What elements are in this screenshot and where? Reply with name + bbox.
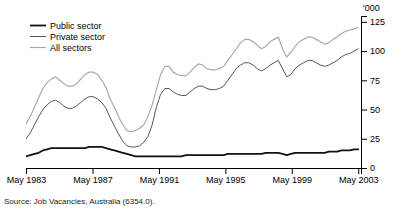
y-tick-mark [361,110,367,111]
series-line [26,147,358,156]
y-axis-label: '000 [363,3,380,13]
series-line [26,49,358,147]
y-tick-mark [361,51,367,52]
x-tick-mark [159,168,160,174]
y-tick-label: 0 [370,163,375,173]
x-tick-label: May 1995 [206,175,246,185]
legend-swatch [30,47,46,48]
x-tick-label: May 1991 [140,175,180,185]
x-tick: May 1995 [206,168,246,185]
chart: May 1983 May 1987 May 1991 May 1995 May 1999… [0,0,397,208]
x-tick-mark [92,168,93,174]
y-tick: 0 [361,163,375,173]
plot: May 1983 May 1987 May 1991 May 1995 May 1999… [7,17,385,186]
y-tick: 75 [361,76,380,86]
legend-swatch [30,25,46,27]
y-axis: 0 25 50 75 100 125 [361,17,385,174]
x-tick-mark [225,168,226,174]
y-tick: 25 [361,134,380,144]
y-tick: 100 [361,46,385,56]
x-tick-label: May 1999 [273,175,313,185]
series-line [26,28,358,132]
x-axis: May 1983 May 1987 May 1991 May 1995 May 1999… [7,168,379,185]
legend-item: Public sector [30,21,102,31]
y-tick-mark [361,22,367,23]
x-tick: May 1987 [73,168,113,185]
y-tick-label: 50 [370,105,380,115]
y-axis-line [362,17,368,169]
legend-swatch [30,36,46,37]
legend-item: All sectors [30,43,92,53]
y-tick-label: 25 [370,134,380,144]
y-tick: 125 [361,17,385,27]
legend-label: Public sector [50,21,102,31]
y-tick-label: 100 [370,46,385,56]
source: Source: Job Vacancies, Australia (6354.0… [4,197,155,206]
y-tick-mark [361,80,367,81]
legend-label: All sectors [50,43,92,53]
x-tick: May 1999 [273,168,313,185]
x-tick-mark [292,168,293,174]
x-tick-mark [358,168,359,174]
x-tick-label: May 2003 [339,175,379,185]
legend-label: Private sector [50,32,105,42]
y-tick-label: 125 [370,17,385,27]
y-tick-mark [361,139,367,140]
y-tick: 50 [361,105,380,115]
x-tick-mark [26,168,27,174]
legend: Public sectorPrivate sectorAll sectors [30,21,105,53]
legend-item: Private sector [30,32,105,42]
x-tick: May 1991 [140,168,180,185]
x-tick-label: May 1983 [7,175,47,185]
y-tick-mark [361,168,367,169]
x-tick-label: May 1987 [73,175,113,185]
x-axis-line [27,169,362,175]
x-tick: May 1983 [7,168,47,185]
lines [26,28,358,157]
y-tick-label: 75 [370,76,380,86]
